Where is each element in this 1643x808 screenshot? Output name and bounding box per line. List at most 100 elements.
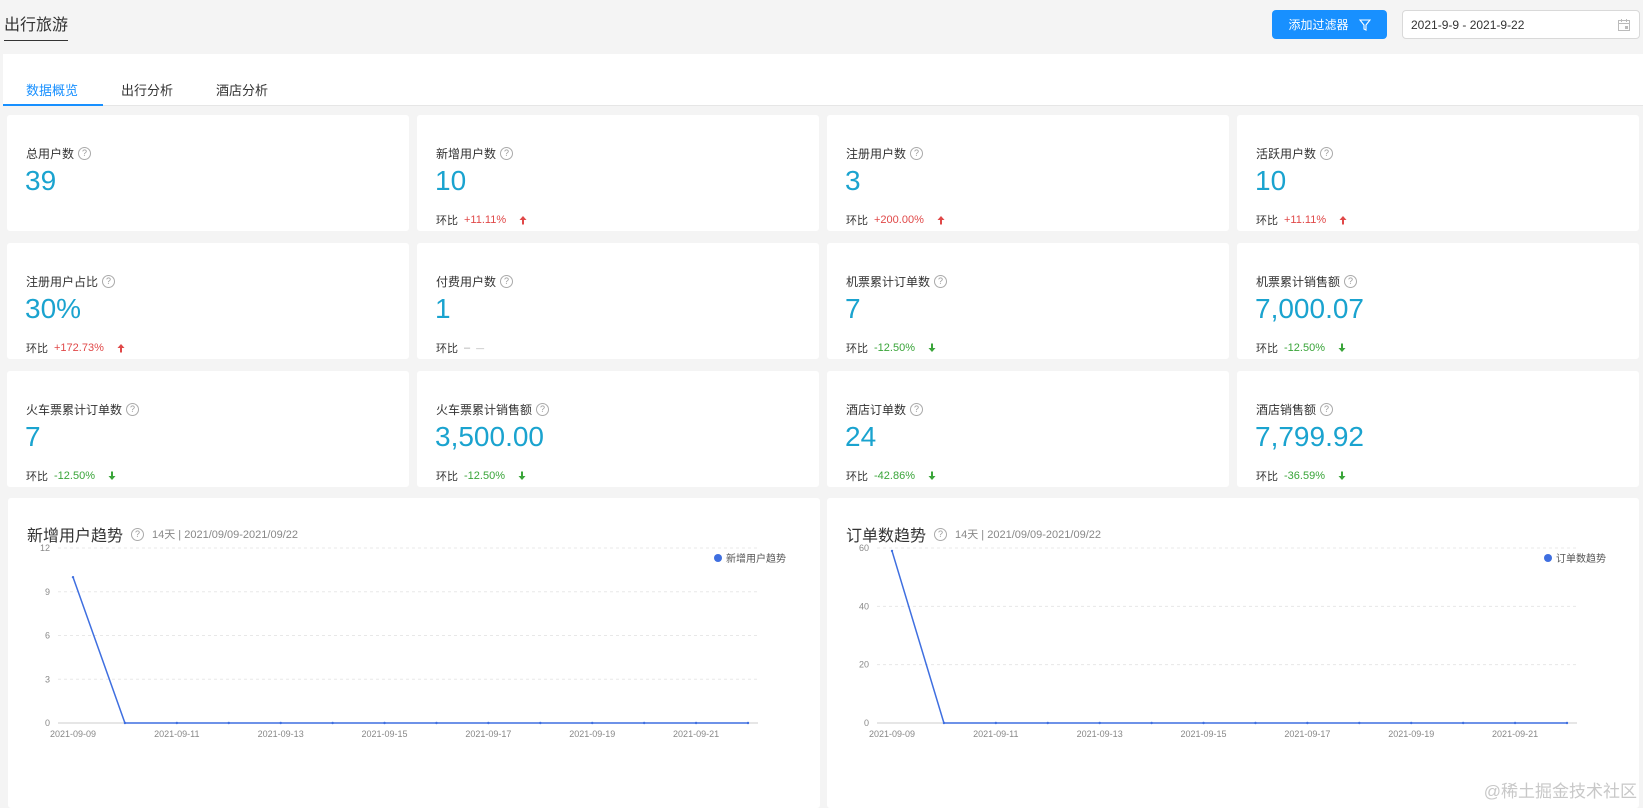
series-line[interactable] — [72, 576, 748, 724]
data-point[interactable] — [539, 721, 542, 725]
metric-label: 机票累计订单数? — [846, 273, 948, 290]
data-point[interactable] — [746, 721, 750, 725]
chart-legend[interactable]: 新增用户趋势 — [714, 550, 786, 565]
arrow-down-icon — [518, 471, 526, 480]
metric-comparison: 环比 +172.73% — [26, 340, 126, 356]
data-point[interactable] — [383, 721, 386, 725]
metric-value: 3 — [845, 165, 861, 196]
data-point[interactable] — [1461, 721, 1465, 725]
new-users-line-chart: 0 3 6 9 12 2021-09-09 2021-09-11 2021-09-13 2021… — [40, 543, 758, 739]
data-point[interactable] — [694, 721, 698, 725]
legend-label: 订单数趋势 — [1556, 554, 1606, 565]
data-point[interactable] — [279, 721, 282, 725]
data-point[interactable] — [1410, 721, 1413, 725]
data-point[interactable] — [942, 721, 946, 725]
tabs-bar: 数据概览 出行分析 酒店分析 — [3, 54, 1643, 106]
metric-label: 酒店订单数? — [846, 401, 924, 418]
data-point[interactable] — [1150, 721, 1153, 725]
data-point[interactable] — [994, 721, 998, 725]
data-point[interactable] — [331, 721, 334, 725]
data-point[interactable] — [1565, 721, 1569, 725]
data-point[interactable] — [591, 721, 594, 725]
arrow-up-icon — [937, 216, 945, 225]
metric-value: 10 — [435, 165, 467, 196]
help-icon[interactable]: ? — [1344, 275, 1358, 288]
help-icon[interactable]: ? — [536, 403, 550, 416]
metric-label-text: 付费用户数 — [436, 275, 497, 289]
data-point[interactable] — [487, 721, 490, 725]
comparison-value: +11.11% — [1284, 214, 1327, 226]
series-line[interactable] — [891, 550, 1567, 724]
help-icon[interactable]: ? — [934, 275, 948, 288]
metric-card: 注册用户数? 3 环比 +200.00% — [827, 115, 1229, 231]
comparison-value: -12.50% — [874, 342, 915, 354]
data-point[interactable] — [435, 721, 438, 725]
arrow-up-icon — [1339, 216, 1347, 225]
data-point[interactable] — [1046, 721, 1049, 725]
metric-label-text: 机票累计订单数 — [846, 275, 931, 289]
data-point[interactable] — [1513, 721, 1517, 725]
comparison-value: -12.50% — [54, 470, 95, 482]
comparison-value: +11.11% — [464, 214, 507, 226]
chart-legend[interactable]: 订单数趋势 — [1544, 550, 1606, 565]
help-icon[interactable]: ? — [910, 147, 924, 160]
data-point[interactable] — [1358, 721, 1361, 725]
metric-card: 酒店订单数? 24 环比 -42.86% — [827, 371, 1229, 487]
metric-value: 7,799.92 — [1255, 421, 1364, 452]
data-point[interactable] — [71, 575, 75, 579]
data-point[interactable] — [1306, 721, 1309, 725]
y-tick-label: 40 — [859, 601, 869, 611]
help-icon[interactable]: ? — [500, 275, 514, 288]
help-icon[interactable]: ? — [131, 527, 145, 541]
y-tick-label: 6 — [45, 631, 50, 641]
help-icon[interactable]: ? — [78, 147, 92, 160]
date-range-value: 2021-9-9 - 2021-9-22 — [1411, 17, 1525, 32]
metric-value: 1 — [435, 293, 451, 324]
no-change-icon: — — [476, 343, 485, 353]
data-point[interactable] — [123, 721, 127, 725]
filter-icon — [1358, 18, 1371, 31]
x-tick-label: 2021-09-09 — [869, 729, 915, 739]
date-range-picker[interactable]: 2021-9-9 - 2021-9-22 — [1402, 10, 1640, 39]
page-title: 出行旅游 — [4, 11, 69, 41]
metric-label-text: 机票累计销售额 — [1256, 275, 1341, 289]
metric-label: 付费用户数? — [436, 273, 514, 290]
add-filter-button[interactable]: 添加过滤器 — [1272, 10, 1387, 39]
help-icon[interactable]: ? — [1320, 403, 1334, 416]
help-icon[interactable]: ? — [910, 403, 924, 416]
metric-card: 新增用户数? 10 环比 +11.11% — [417, 115, 819, 231]
data-point[interactable] — [1202, 721, 1205, 725]
comparison-value: -12.50% — [464, 470, 505, 482]
help-icon[interactable]: ? — [500, 147, 514, 160]
metric-comparison: 环比 -12.50% — [436, 468, 527, 484]
y-tick-label: 0 — [864, 718, 869, 728]
data-point[interactable] — [642, 721, 646, 725]
metric-label-text: 酒店销售额 — [1256, 403, 1317, 417]
data-point[interactable] — [1254, 721, 1257, 725]
metric-card: 酒店销售额? 7,799.92 环比 -36.59% — [1237, 371, 1639, 487]
help-icon[interactable]: ? — [126, 403, 140, 416]
data-point[interactable] — [227, 721, 230, 725]
x-tick-label: 2021-09-17 — [465, 729, 511, 739]
help-icon[interactable]: ? — [934, 527, 948, 541]
data-point[interactable] — [890, 549, 894, 553]
data-point[interactable] — [1098, 721, 1101, 725]
comparison-value: -36.59% — [1284, 470, 1325, 482]
tab-travel-analysis[interactable]: 出行分析 — [121, 83, 174, 98]
help-icon[interactable]: ? — [102, 275, 116, 288]
help-icon[interactable]: ? — [1320, 147, 1334, 160]
metric-label-text: 注册用户数 — [846, 147, 907, 161]
metric-card: 注册用户占比? 30% 环比 +172.73% — [7, 243, 409, 359]
metric-card: 火车票累计销售额? 3,500.00 环比 -12.50% — [417, 371, 819, 487]
comparison-label: 环比 — [846, 215, 868, 227]
metric-label-text: 火车票累计订单数 — [26, 403, 123, 417]
metric-value: 7,000.07 — [1255, 293, 1364, 324]
tab-hotel-analysis[interactable]: 酒店分析 — [216, 83, 269, 98]
tab-overview[interactable]: 数据概览 — [26, 83, 79, 98]
data-point[interactable] — [175, 721, 179, 725]
x-tick-label: 2021-09-11 — [973, 729, 1018, 739]
comparison-label: 环比 — [26, 343, 48, 355]
comparison-label: 环比 — [846, 343, 868, 355]
calendar-icon — [1618, 19, 1630, 31]
metric-card: 付费用户数? 1 环比 – — — [417, 243, 819, 359]
